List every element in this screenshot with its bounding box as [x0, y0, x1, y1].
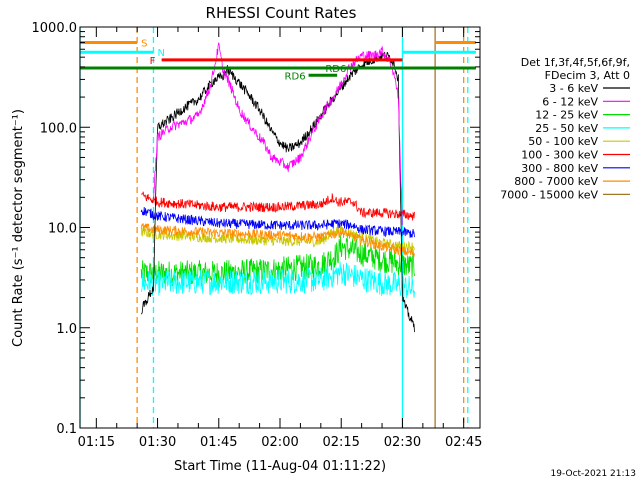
y-tick-label: 0.1 — [56, 422, 77, 437]
rd-bar-label-1: RD6 — [325, 64, 346, 75]
y-tick-label: 10.0 — [48, 222, 77, 237]
vertical-marker-lines — [79, 27, 469, 428]
x-tick-label: 01:15 — [78, 435, 115, 450]
x-axis-label: Start Time (11-Aug-04 01:11:22) — [174, 459, 386, 474]
legend-label: 300 - 800 keV — [521, 162, 598, 175]
x-tick-label: 01:45 — [200, 435, 237, 450]
footer-timestamp: 19-Oct-2021 21:13 — [551, 469, 636, 479]
legend-label: 6 - 12 keV — [542, 95, 598, 108]
y-axis-label: Count Rate (s⁻¹ detector segment⁻¹) — [11, 109, 26, 347]
rd-bar-label-0: RD6 — [285, 71, 306, 82]
y-tick-label: 1000.0 — [32, 21, 78, 36]
legend-label: 25 - 50 keV — [535, 122, 598, 135]
x-tick-label: 02:45 — [445, 435, 482, 450]
x-tick-label: 02:30 — [384, 435, 421, 450]
chart-title: RHESSI Count Rates — [206, 4, 357, 22]
legend-label: 100 - 300 keV — [521, 149, 598, 162]
legend-label: 50 - 100 keV — [528, 135, 598, 148]
legend-label: 7000 - 15000 keV — [500, 188, 598, 201]
x-tick-label: 02:00 — [261, 435, 298, 450]
legend-label: 800 - 7000 keV — [514, 175, 598, 188]
legend-header-1: FDecim 3, Att 0 — [545, 69, 630, 82]
attenuator-bars: SNF RD6 RD6 — [80, 39, 476, 82]
axes: 0.1 1.0 10.0 100.0 1000.0 01:15 01:30 01:45 02:0… — [32, 21, 483, 450]
legend-header-0: Det 1f,3f,4f,5f,6f,9f, — [521, 56, 630, 69]
x-tick-label: 02:15 — [322, 435, 359, 450]
legend-label: 12 - 25 keV — [535, 109, 598, 122]
y-tick-label: 100.0 — [40, 121, 77, 136]
x-tick-label: 01:30 — [139, 435, 176, 450]
state-bar-label-f: F — [150, 56, 156, 67]
series-line-1 — [153, 42, 403, 225]
data-series — [140, 42, 415, 333]
state-bar-label-s: S — [141, 39, 147, 50]
series-line-3 — [140, 261, 415, 299]
state-bar-label-n: N — [157, 48, 164, 59]
legend: Det 1f,3f,4f,5f,6f,9f,FDecim 3, Att 03 -… — [500, 56, 630, 201]
series-line-2 — [140, 235, 415, 287]
legend-label: 3 - 6 keV — [549, 82, 598, 95]
series-line-5 — [140, 191, 415, 221]
y-tick-label: 1.0 — [56, 322, 77, 337]
series-line-7 — [140, 223, 415, 258]
series-line-6 — [140, 206, 415, 238]
